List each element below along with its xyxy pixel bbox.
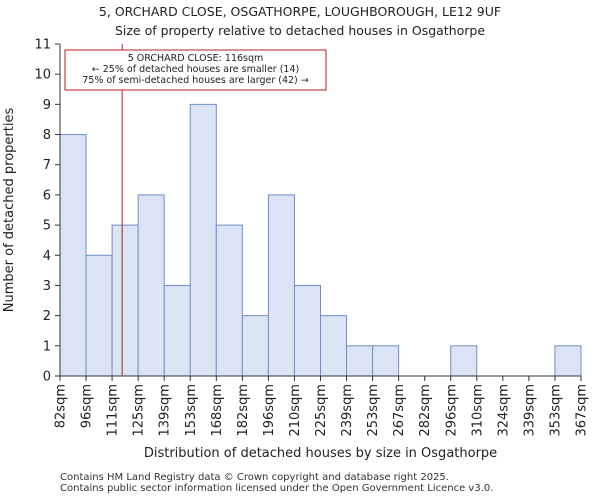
bar-296sqm	[450, 345, 478, 377]
x-tick-label: 324sqm	[496, 384, 511, 437]
x-tick-label: 225sqm	[314, 384, 329, 437]
x-tick-label: 153sqm	[184, 384, 199, 437]
x-tick-label: 111sqm	[106, 384, 121, 437]
y-tick-label: 4	[43, 249, 51, 264]
bar-153sqm	[189, 103, 217, 377]
x-tick-label: 182sqm	[236, 384, 251, 437]
annotation-frame	[64, 49, 327, 91]
y-axis-label: Number of detached properties	[2, 108, 17, 313]
annotation-box: 5 ORCHARD CLOSE: 116sqm ← 25% of detache…	[64, 49, 327, 91]
bar-196sqm	[267, 194, 295, 377]
bar-139sqm	[163, 284, 191, 377]
x-tick-label: 282sqm	[418, 384, 433, 437]
x-axis-label: Distribution of detached houses by size …	[144, 446, 497, 461]
y-tick-label: 2	[43, 309, 51, 324]
y-tick-label: 9	[43, 98, 51, 113]
bar-82sqm	[59, 134, 87, 377]
y-tick-label: 11	[34, 38, 51, 53]
bar-210sqm	[293, 284, 322, 377]
bars-group	[59, 103, 582, 377]
chart-subtitle: Size of property relative to detached ho…	[114, 23, 486, 38]
x-tick-label: 139sqm	[158, 384, 173, 437]
chart-title: 5, ORCHARD CLOSE, OSGATHORPE, LOUGHBOROU…	[98, 4, 502, 19]
annotation-line-3: 75% of semi-detached houses are larger (…	[82, 75, 309, 86]
x-tick-label: 367sqm	[575, 384, 590, 437]
footer-line-2: Contains public sector information licen…	[60, 483, 494, 494]
footer: Contains HM Land Registry data © Crown c…	[60, 472, 493, 494]
bar-353sqm	[554, 345, 582, 377]
x-tick-label: 210sqm	[288, 384, 303, 437]
x-tick-label: 82sqm	[54, 384, 69, 428]
bar-111sqm	[111, 224, 139, 377]
x-tick-label: 310sqm	[470, 384, 485, 437]
bar-225sqm	[320, 315, 348, 377]
bar-96sqm	[85, 254, 113, 377]
y-tick-label: 7	[43, 158, 51, 173]
ticks-group: 0 1 2 3 4 5 6 7 8 9 10 11 82sqm 96sqm 111sqm 125sqm 139s…	[34, 38, 589, 437]
bar-182sqm	[241, 315, 269, 377]
x-tick-label: 339sqm	[522, 384, 537, 437]
bar-125sqm	[137, 194, 165, 377]
bar-239sqm	[346, 345, 374, 377]
x-tick-label: 196sqm	[262, 384, 277, 437]
y-tick-label: 1	[43, 339, 51, 354]
x-tick-label: 296sqm	[444, 384, 459, 437]
annotation-line-1: 5 ORCHARD CLOSE: 116sqm	[128, 53, 264, 64]
y-tick-label: 6	[43, 188, 51, 203]
y-tick-label: 5	[43, 219, 51, 234]
y-tick-label: 8	[43, 128, 51, 143]
x-tick-label: 239sqm	[340, 384, 355, 437]
chart-title-block: 5, ORCHARD CLOSE, OSGATHORPE, LOUGHBOROU…	[0, 2, 600, 40]
annotation-line-2: ← 25% of detached houses are smaller (14…	[92, 64, 299, 75]
y-tick-label: 0	[43, 370, 51, 385]
x-tick-label: 168sqm	[210, 384, 225, 437]
bar-168sqm	[215, 224, 243, 377]
x-tick-label: 125sqm	[132, 384, 147, 437]
footer-line-1: Contains HM Land Registry data © Crown c…	[60, 472, 449, 483]
x-tick-label: 96sqm	[80, 384, 95, 428]
y-tick-label: 10	[34, 68, 51, 83]
x-tick-label: 353sqm	[548, 384, 563, 437]
x-tick-label: 253sqm	[366, 384, 381, 437]
x-tick-label: 267sqm	[392, 384, 407, 437]
bar-253sqm	[372, 345, 400, 377]
y-tick-label: 3	[43, 279, 51, 294]
